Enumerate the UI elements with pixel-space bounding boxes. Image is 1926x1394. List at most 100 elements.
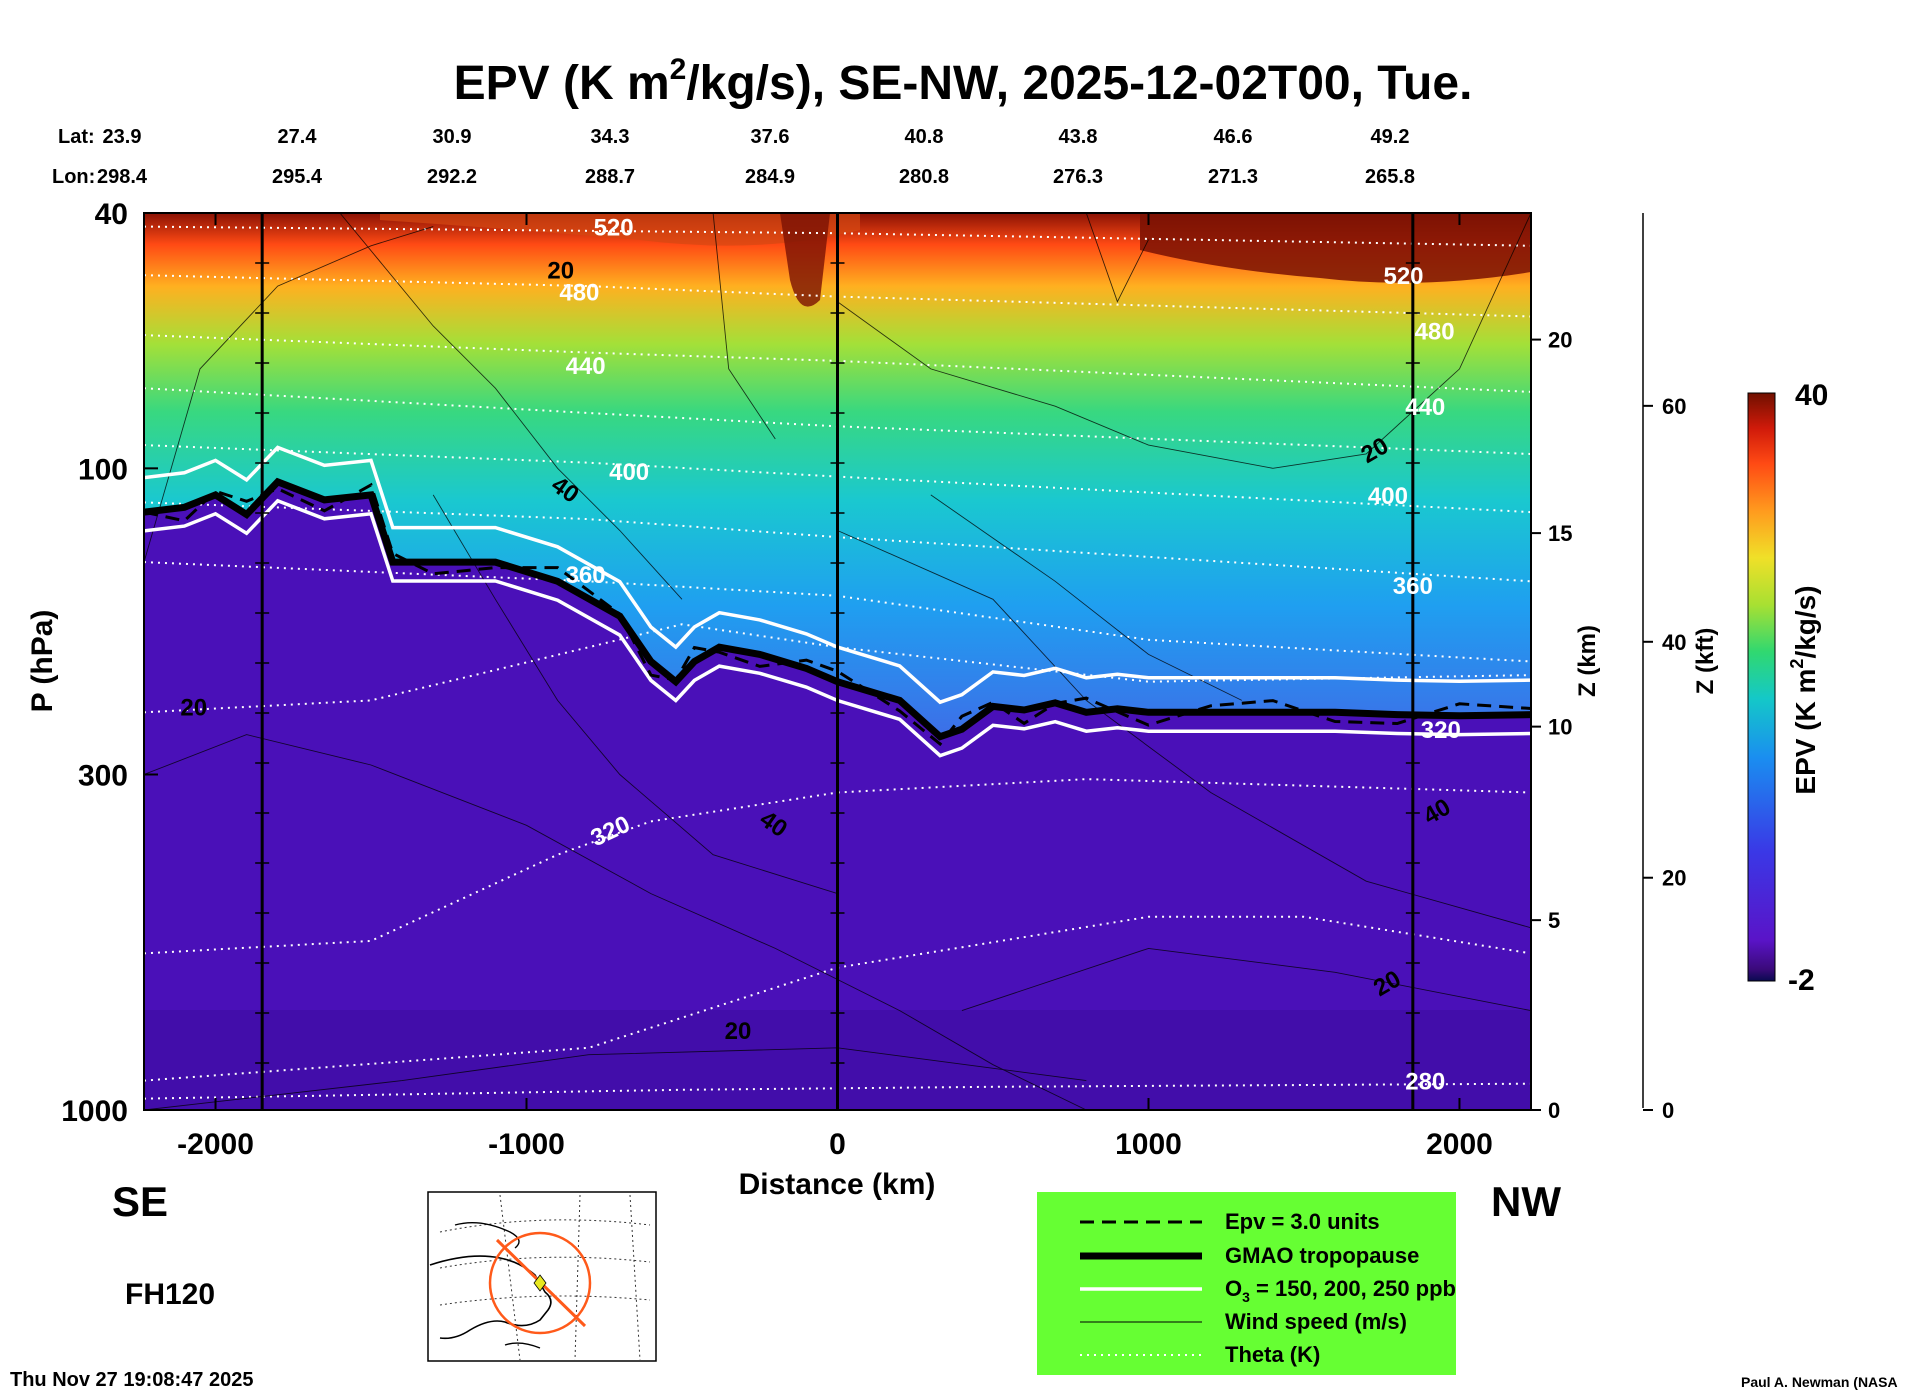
high-epv-band-right xyxy=(1140,213,1531,283)
wind-speed-line xyxy=(837,213,1531,469)
theta-contour-label: 440 xyxy=(1405,394,1445,421)
y-tick-label: 1000 xyxy=(61,1095,128,1128)
x-tick-label: -2000 xyxy=(177,1128,254,1161)
wind-contour-label: 20 xyxy=(547,258,574,285)
lat-value: 40.8 xyxy=(905,126,944,148)
y-axis-label: P (hPa) xyxy=(26,610,59,713)
inset-map-frame xyxy=(427,1191,657,1362)
lat-value: 23.9 xyxy=(103,126,142,148)
lat-header-label: Lat: xyxy=(58,126,95,148)
lon-value: 298.4 xyxy=(97,166,148,188)
legend-item-theta: Theta (K) xyxy=(1225,1342,1320,1367)
lon-value: 265.8 xyxy=(1365,166,1415,188)
inset-map-islands xyxy=(504,1342,541,1349)
colorbar-max-label: 40 xyxy=(1795,379,1828,412)
z-km-tick-label: 20 xyxy=(1548,328,1572,353)
chart-title: EPV (K m2/kg/s), SE-NW, 2025-12-02T00, T… xyxy=(454,53,1473,110)
wind-speed-line xyxy=(1085,213,1149,303)
theta-contour-label: 520 xyxy=(594,215,634,242)
o3-line xyxy=(144,498,1531,758)
z-km-axis-label: Z (km) xyxy=(1574,625,1601,697)
z-km-tick-label: 5 xyxy=(1548,908,1560,933)
z-kft-tick-label: 40 xyxy=(1662,630,1686,655)
wind-speed-line xyxy=(961,947,1531,1012)
credit: Paul A. Newman (NASA xyxy=(1741,1374,1898,1390)
lon-value: 295.4 xyxy=(272,166,323,188)
x-tick-label: 2000 xyxy=(1426,1128,1493,1161)
z-km-tick-label: 10 xyxy=(1548,715,1572,740)
plot-area: 5204804404003603205204804404003603202802… xyxy=(144,213,1531,1110)
legend: Epv = 3.0 units GMAO tropopause O3 = 150… xyxy=(1037,1192,1456,1375)
lat-lon-tick-labels: 23.9 27.4 30.9 34.3 37.6 40.8 43.8 46.6 49.2 298.… xyxy=(97,126,1415,188)
theta-contour-label: 320 xyxy=(1421,717,1461,744)
z-kft-tick-label: 0 xyxy=(1662,1098,1674,1123)
theta-contour-label: 360 xyxy=(566,562,606,589)
x-axis-label: Distance (km) xyxy=(739,1168,936,1201)
y-axis: 40 100 300 1000 xyxy=(61,198,158,1128)
z-kft-tick-label: 60 xyxy=(1662,394,1686,419)
theta-contour-label: 360 xyxy=(1393,573,1433,600)
lon-value: 276.3 xyxy=(1053,166,1103,188)
inset-map xyxy=(427,1191,657,1362)
z-km-axis: 20 15 10 5 0 xyxy=(1531,328,1572,1123)
theta-contour-label: 480 xyxy=(1415,319,1455,346)
lon-value: 271.3 xyxy=(1208,166,1258,188)
legend-item-epv3: Epv = 3.0 units xyxy=(1225,1209,1380,1234)
theta-contour-label: 440 xyxy=(566,353,606,380)
theta-contour-label: 480 xyxy=(559,279,599,306)
colorbar-label: EPV (K m2/kg/s) xyxy=(1787,585,1821,794)
z-kft-tick-label: 20 xyxy=(1662,866,1686,891)
z-kft-axis: 60 40 20 0 xyxy=(1643,394,1686,1123)
lat-value: 34.3 xyxy=(591,126,630,148)
z-kft-axis-label: Z (kft) xyxy=(1692,628,1719,695)
lat-value: 49.2 xyxy=(1371,126,1410,148)
lat-value: 46.6 xyxy=(1214,126,1253,148)
timestamp: Thu Nov 27 19:08:47 2025 xyxy=(10,1369,253,1391)
lat-value: 37.6 xyxy=(751,126,790,148)
wind-speed-line xyxy=(712,213,776,440)
x-tick-label: -1000 xyxy=(488,1128,565,1161)
y-tick-label: 40 xyxy=(95,198,128,231)
x-tick-label: 0 xyxy=(829,1128,846,1161)
colorbar-min-label: -2 xyxy=(1788,964,1815,997)
z-km-tick-label: 15 xyxy=(1548,521,1572,546)
inset-map-coastline xyxy=(429,1255,552,1340)
theta-line xyxy=(144,623,1531,714)
epv-3-units-line xyxy=(144,482,1531,747)
direction-se-label: SE xyxy=(112,1178,168,1225)
wind-speed-line xyxy=(144,734,1087,1110)
wind-speed-line xyxy=(144,226,434,563)
z-km-tick-label: 0 xyxy=(1548,1098,1560,1123)
theta-contour-label: 280 xyxy=(1405,1069,1445,1096)
theta-contour-label: 400 xyxy=(609,459,649,486)
wind-contour-label: 20 xyxy=(180,694,207,721)
inset-map-range-circle xyxy=(488,1231,592,1335)
direction-nw-label: NW xyxy=(1491,1178,1561,1225)
y-tick-label: 100 xyxy=(78,453,128,486)
inset-map-coastline-north xyxy=(454,1222,520,1249)
lon-value: 288.7 xyxy=(585,166,635,188)
colorbar xyxy=(1747,392,1776,982)
legend-item-wind: Wind speed (m/s) xyxy=(1225,1309,1407,1334)
wind-speed-line xyxy=(837,530,1531,929)
lon-value: 280.8 xyxy=(899,166,949,188)
lon-header-label: Lon: xyxy=(52,166,95,188)
legend-item-tropopause: GMAO tropopause xyxy=(1225,1243,1419,1268)
y-tick-label: 300 xyxy=(78,759,128,792)
lat-value: 27.4 xyxy=(278,126,318,148)
lon-value: 284.9 xyxy=(745,166,795,188)
theta-contour-label: 520 xyxy=(1383,263,1423,290)
lat-value: 43.8 xyxy=(1059,126,1098,148)
lon-value: 292.2 xyxy=(427,166,477,188)
wind-contour-label: 20 xyxy=(725,1018,752,1045)
forecast-hour-label: FH120 xyxy=(125,1278,215,1311)
x-axis: -2000 -1000 0 1000 2000 xyxy=(177,213,1493,1161)
section-vertical-lines xyxy=(255,213,1420,1110)
o3-line xyxy=(144,445,1531,705)
inset-map-center-marker xyxy=(533,1274,547,1292)
wind-speed-line xyxy=(339,213,683,600)
lat-value: 30.9 xyxy=(433,126,472,148)
legend-item-o3: O3 = 150, 200, 250 ppb xyxy=(1225,1276,1456,1305)
wind-speed-line xyxy=(144,1047,1087,1110)
